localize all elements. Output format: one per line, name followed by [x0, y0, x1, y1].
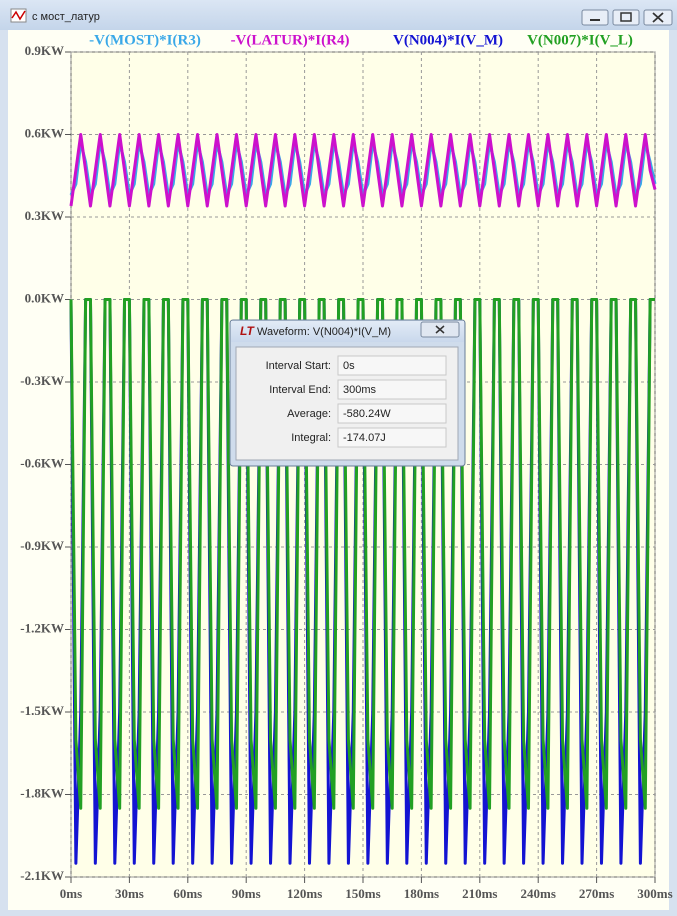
x-tick-label: 240ms	[521, 886, 556, 901]
y-tick-label: 0.9KW	[25, 43, 64, 58]
x-tick-label: 30ms	[115, 886, 144, 901]
x-tick-label: 270ms	[579, 886, 614, 901]
title-bar	[0, 0, 677, 30]
y-tick-label: -2.1KW	[20, 868, 64, 883]
x-tick-label: 210ms	[462, 886, 497, 901]
x-tick-label: 60ms	[173, 886, 202, 901]
legend-entry: -V(LATUR)*I(R4)	[231, 32, 350, 48]
x-tick-label: 300ms	[637, 886, 672, 901]
x-tick-label: 150ms	[345, 886, 380, 901]
app-icon-glyph	[11, 10, 26, 21]
legend-entry: V(N007)*I(V_L)	[527, 32, 633, 48]
field-value: 300ms	[343, 384, 377, 396]
y-tick-label: 0.6KW	[25, 125, 64, 140]
maximize-glyph	[620, 12, 632, 22]
chart: 0.9KW 0.6KW 0.3KW 0.0KW -0.3KW -0.6KW -0.9KW -1…	[20, 32, 672, 901]
waveform-dialog: LT Waveform: V(N004)*I(V_M) Interval Sta…	[229, 319, 466, 467]
y-tick-label: 0.0KW	[25, 290, 64, 305]
field-value: -580.24W	[343, 408, 391, 420]
y-tick-label: -0.6KW	[20, 455, 64, 470]
x-tick-label: 180ms	[404, 886, 439, 901]
field-label: Interval End:	[269, 384, 331, 396]
legend-entry: -V(MOST)*I(R3)	[89, 32, 201, 48]
field-label: Integral:	[291, 432, 331, 444]
y-tick-label: -1.2KW	[20, 620, 64, 635]
field-label: Average:	[287, 408, 331, 420]
dialog-close-glyph	[435, 325, 445, 334]
series-line	[69, 298, 655, 810]
window-title: с мост_латур	[32, 11, 100, 23]
y-tick-label: -0.3KW	[20, 373, 64, 388]
x-tick-label: 0ms	[60, 886, 82, 901]
series-line	[69, 133, 657, 208]
y-tick-label: -1.5KW	[20, 703, 64, 718]
field-label: Interval Start:	[266, 360, 331, 372]
minimize-button[interactable]	[581, 9, 609, 26]
field-value: 0s	[343, 360, 355, 372]
dialog-title-bar	[231, 321, 464, 342]
dialog-title: Waveform: V(N004)*I(V_M)	[257, 326, 391, 338]
field-box	[337, 427, 447, 448]
field-box	[337, 403, 447, 424]
dialog-icon: LT	[240, 324, 255, 338]
field-box	[337, 379, 447, 400]
field-box	[337, 355, 447, 376]
maximize-button[interactable]	[612, 9, 640, 26]
x-tick-label: 120ms	[287, 886, 322, 901]
y-tick-label: 0.3KW	[25, 208, 64, 223]
legend-entry: V(N004)*I(V_M)	[393, 32, 503, 48]
y-tick-label: -1.8KW	[20, 785, 64, 800]
y-tick-label: -0.9KW	[20, 538, 64, 553]
close-glyph	[652, 12, 664, 23]
x-tick-label: 90ms	[232, 886, 261, 901]
field-value: -174.07J	[343, 432, 386, 444]
